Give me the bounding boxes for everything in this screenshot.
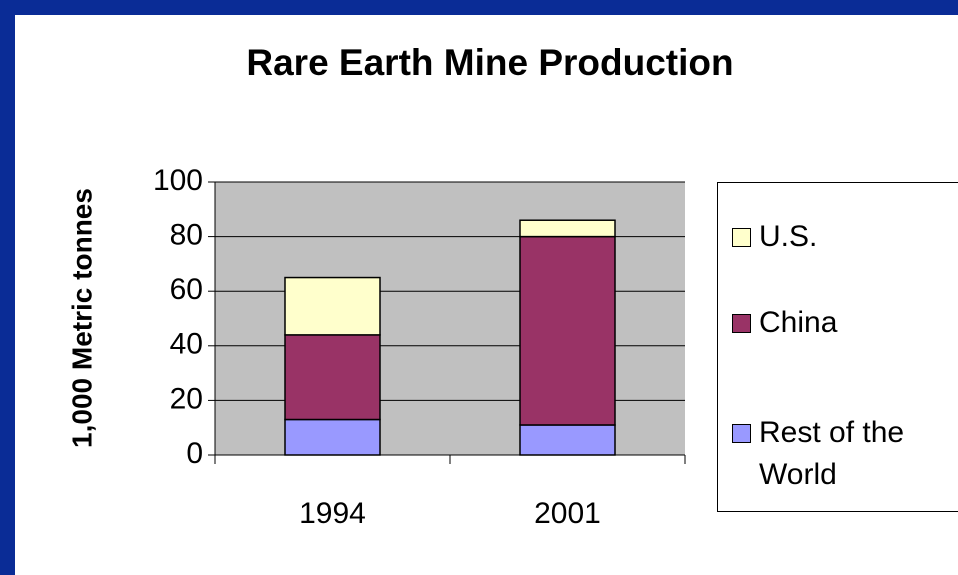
legend: U.S. China Rest of the World (717, 182, 958, 512)
legend-entry: China (732, 302, 949, 344)
y-tick-label: 60 (170, 273, 203, 306)
legend-label: Rest of the World (759, 416, 905, 491)
legend-swatch (732, 424, 751, 443)
legend-entry: U.S. (732, 216, 949, 258)
legend-swatch (732, 228, 751, 247)
y-tick-label: 40 (170, 328, 203, 361)
bar-segment (284, 334, 381, 421)
bar-segment (519, 235, 616, 426)
y-axis-label: 1,000 Metric tonnes (66, 188, 97, 448)
y-tick-label: 20 (170, 382, 203, 415)
y-tick-label: 80 (170, 219, 203, 252)
chart-title: Rare Earth Mine Production (246, 42, 733, 83)
y-tick-label: 0 (186, 437, 203, 470)
bar-segment (284, 276, 381, 336)
x-tick-label: 1994 (299, 497, 366, 530)
y-tick-label: 100 (153, 164, 203, 197)
bar-segment (284, 418, 381, 456)
legend-entry: Rest of the World (732, 412, 949, 496)
bar-segment (519, 219, 616, 238)
x-tick-label: 2001 (534, 497, 601, 530)
legend-label: China (759, 306, 838, 339)
legend-swatch (732, 314, 751, 333)
bar-segment (519, 424, 616, 456)
legend-label: U.S. (759, 220, 818, 253)
